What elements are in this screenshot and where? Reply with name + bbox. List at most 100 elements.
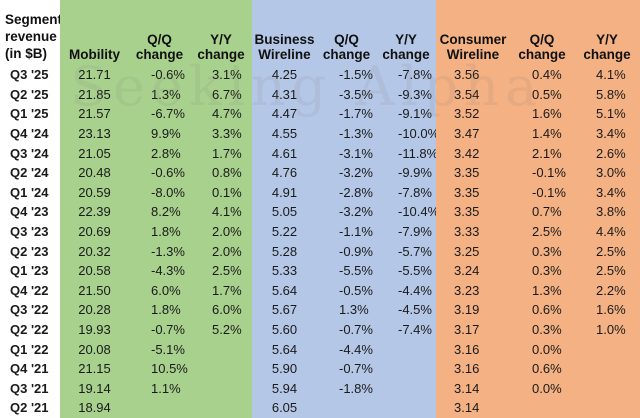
consumer-wireline-yy-cell: 2.6% — [574, 143, 640, 163]
consumer-wireline-cell: 3.16 — [436, 358, 510, 379]
consumer-wireline-qq-cell: 0.3% — [510, 319, 574, 340]
mobility-cell: 20.59 — [60, 182, 129, 203]
consumer-wireline-qq-cell: 0.0% — [510, 378, 574, 399]
business-wireline-qq-cell: -3.5% — [317, 84, 376, 105]
mobility-yy-cell: 1.7% — [190, 143, 252, 163]
business-wireline-yy-cell: -9.1% — [376, 104, 436, 124]
table-row: Q2 '24 20.48 -0.6% 0.8% 4.76 -3.2% -9.9% 3.35 -0… — [0, 162, 640, 183]
mobility-cell: 21.15 — [60, 358, 129, 379]
mobility-yy-cell: 2.0% — [190, 221, 252, 242]
mobility-yy-cell: 0.1% — [190, 182, 252, 203]
business-wireline-yy-cell: -7.8% — [376, 182, 436, 203]
consumer-wireline-cell: 3.19 — [436, 300, 510, 320]
consumer-wireline-cell: 3.52 — [436, 104, 510, 124]
header-consumer-wireline-qq: Q/Q change — [510, 0, 574, 65]
table-row: Q1 '22 20.08 -5.1% 5.64 -4.4% 3.16 0.0% — [0, 339, 640, 359]
consumer-wireline-yy-cell: 3.4% — [574, 123, 640, 144]
table-row: Q2 '21 18.94 6.05 3.14 — [0, 398, 640, 418]
consumer-wireline-cell: 3.23 — [436, 280, 510, 301]
mobility-cell: 23.13 — [60, 123, 129, 144]
mobility-cell: 20.28 — [60, 300, 129, 320]
business-wireline-qq-cell: -1.8% — [317, 378, 376, 399]
table-row: Q4 '23 22.39 8.2% 4.1% 5.05 -3.2% -10.4% 3.35 0.… — [0, 202, 640, 222]
business-wireline-qq-cell: -0.5% — [317, 280, 376, 301]
business-wireline-yy-cell: -7.8% — [376, 65, 436, 85]
quarter-cell: Q2 '21 — [10, 400, 49, 416]
business-wireline-cell: 5.64 — [252, 280, 317, 301]
table-row: Q3 '22 20.28 1.8% 6.0% 5.67 1.3% -4.5% 3.19 0.6%… — [0, 300, 640, 320]
business-wireline-qq-cell: -0.7% — [317, 358, 376, 379]
business-wireline-yy-cell — [376, 398, 436, 418]
business-wireline-yy-cell: -7.4% — [376, 319, 436, 340]
quarter-cell: Q3 '21 — [10, 380, 49, 396]
consumer-wireline-qq-cell: 0.3% — [510, 260, 574, 281]
consumer-wireline-qq-cell: -0.1% — [510, 182, 574, 203]
consumer-wireline-cell: 3.14 — [436, 378, 510, 399]
consumer-wireline-yy-cell — [574, 378, 640, 399]
mobility-cell: 20.08 — [60, 339, 129, 359]
consumer-wireline-qq-cell: 2.5% — [510, 221, 574, 242]
mobility-yy-cell — [190, 358, 252, 379]
consumer-wireline-qq-cell: 1.3% — [510, 280, 574, 301]
business-wireline-cell: 5.05 — [252, 202, 317, 222]
mobility-yy-cell: 3.1% — [190, 65, 252, 85]
table-row: Q4 '24 23.13 9.9% 3.3% 4.55 -1.3% -10.0% 3.47 1.… — [0, 123, 640, 144]
consumer-wireline-qq-cell: 0.0% — [510, 339, 574, 359]
mobility-cell: 20.69 — [60, 221, 129, 242]
table-row: Q3 '23 20.69 1.8% 2.0% 5.22 -1.1% -7.9% 3.33 2.5… — [0, 221, 640, 242]
mobility-yy-cell: 4.7% — [190, 104, 252, 124]
business-wireline-qq-cell: -3.2% — [317, 202, 376, 222]
mobility-yy-cell: 2.0% — [190, 241, 252, 261]
business-wireline-cell: 4.55 — [252, 123, 317, 144]
consumer-wireline-cell: 3.24 — [436, 260, 510, 281]
consumer-wireline-yy-cell: 4.4% — [574, 221, 640, 242]
consumer-wireline-cell: 3.14 — [436, 398, 510, 418]
mobility-yy-cell: 1.7% — [190, 280, 252, 301]
header-mobility-yy: Y/Y change — [190, 0, 252, 65]
business-wireline-cell: 4.91 — [252, 182, 317, 203]
consumer-wireline-yy-cell: 3.4% — [574, 182, 640, 203]
business-wireline-yy-cell: -4.5% — [376, 300, 436, 320]
header-consumer-wireline-yy: Y/Y change — [574, 0, 640, 65]
business-wireline-cell: 5.90 — [252, 358, 317, 379]
mobility-qq-cell: 8.2% — [129, 202, 190, 222]
quarter-cell: Q1 '22 — [10, 341, 49, 357]
mobility-yy-cell: 0.8% — [190, 162, 252, 183]
business-wireline-cell: 5.67 — [252, 300, 317, 320]
table-row: Q1 '23 20.58 -4.3% 2.5% 5.33 -5.5% -5.5% 3.24 0.… — [0, 260, 640, 281]
consumer-wireline-yy-cell: 5.1% — [574, 104, 640, 124]
mobility-qq-cell: 1.3% — [129, 84, 190, 105]
consumer-wireline-cell: 3.35 — [436, 162, 510, 183]
consumer-wireline-yy-cell: 4.1% — [574, 65, 640, 85]
business-wireline-cell: 4.61 — [252, 143, 317, 163]
mobility-qq-cell: 9.9% — [129, 123, 190, 144]
consumer-wireline-qq-cell: -0.1% — [510, 162, 574, 183]
mobility-qq-cell: 10.5% — [129, 358, 190, 379]
mobility-qq-cell: -5.1% — [129, 339, 190, 359]
business-wireline-qq-cell: 1.3% — [317, 300, 376, 320]
mobility-qq-cell: 6.0% — [129, 280, 190, 301]
consumer-wireline-yy-cell: 3.0% — [574, 162, 640, 183]
business-wireline-yy-cell — [376, 378, 436, 399]
mobility-cell: 19.14 — [60, 378, 129, 399]
mobility-qq-cell: 1.1% — [129, 378, 190, 399]
table-row: Q4 '22 21.50 6.0% 1.7% 5.64 -0.5% -4.4% 3.23 1.3… — [0, 280, 640, 301]
business-wireline-yy-cell: -10.4% — [376, 202, 436, 222]
business-wireline-yy-cell: -9.9% — [376, 162, 436, 183]
business-wireline-qq-cell: -2.8% — [317, 182, 376, 203]
mobility-yy-cell — [190, 398, 252, 418]
business-wireline-qq-cell: -5.5% — [317, 260, 376, 281]
consumer-wireline-qq-cell: 0.6% — [510, 300, 574, 320]
consumer-wireline-cell: 3.56 — [436, 65, 510, 85]
business-wireline-qq-cell: -1.1% — [317, 221, 376, 242]
quarter-cell: Q4 '21 — [10, 361, 49, 377]
mobility-yy-cell: 6.0% — [190, 300, 252, 320]
consumer-wireline-cell: 3.17 — [436, 319, 510, 340]
quarter-cell: Q2 '23 — [10, 243, 49, 259]
business-wireline-yy-cell: -5.5% — [376, 260, 436, 281]
business-wireline-yy-cell: -4.4% — [376, 280, 436, 301]
mobility-qq-cell: 1.8% — [129, 221, 190, 242]
mobility-qq-cell: -8.0% — [129, 182, 190, 203]
mobility-cell: 20.48 — [60, 162, 129, 183]
business-wireline-yy-cell: -9.3% — [376, 84, 436, 105]
